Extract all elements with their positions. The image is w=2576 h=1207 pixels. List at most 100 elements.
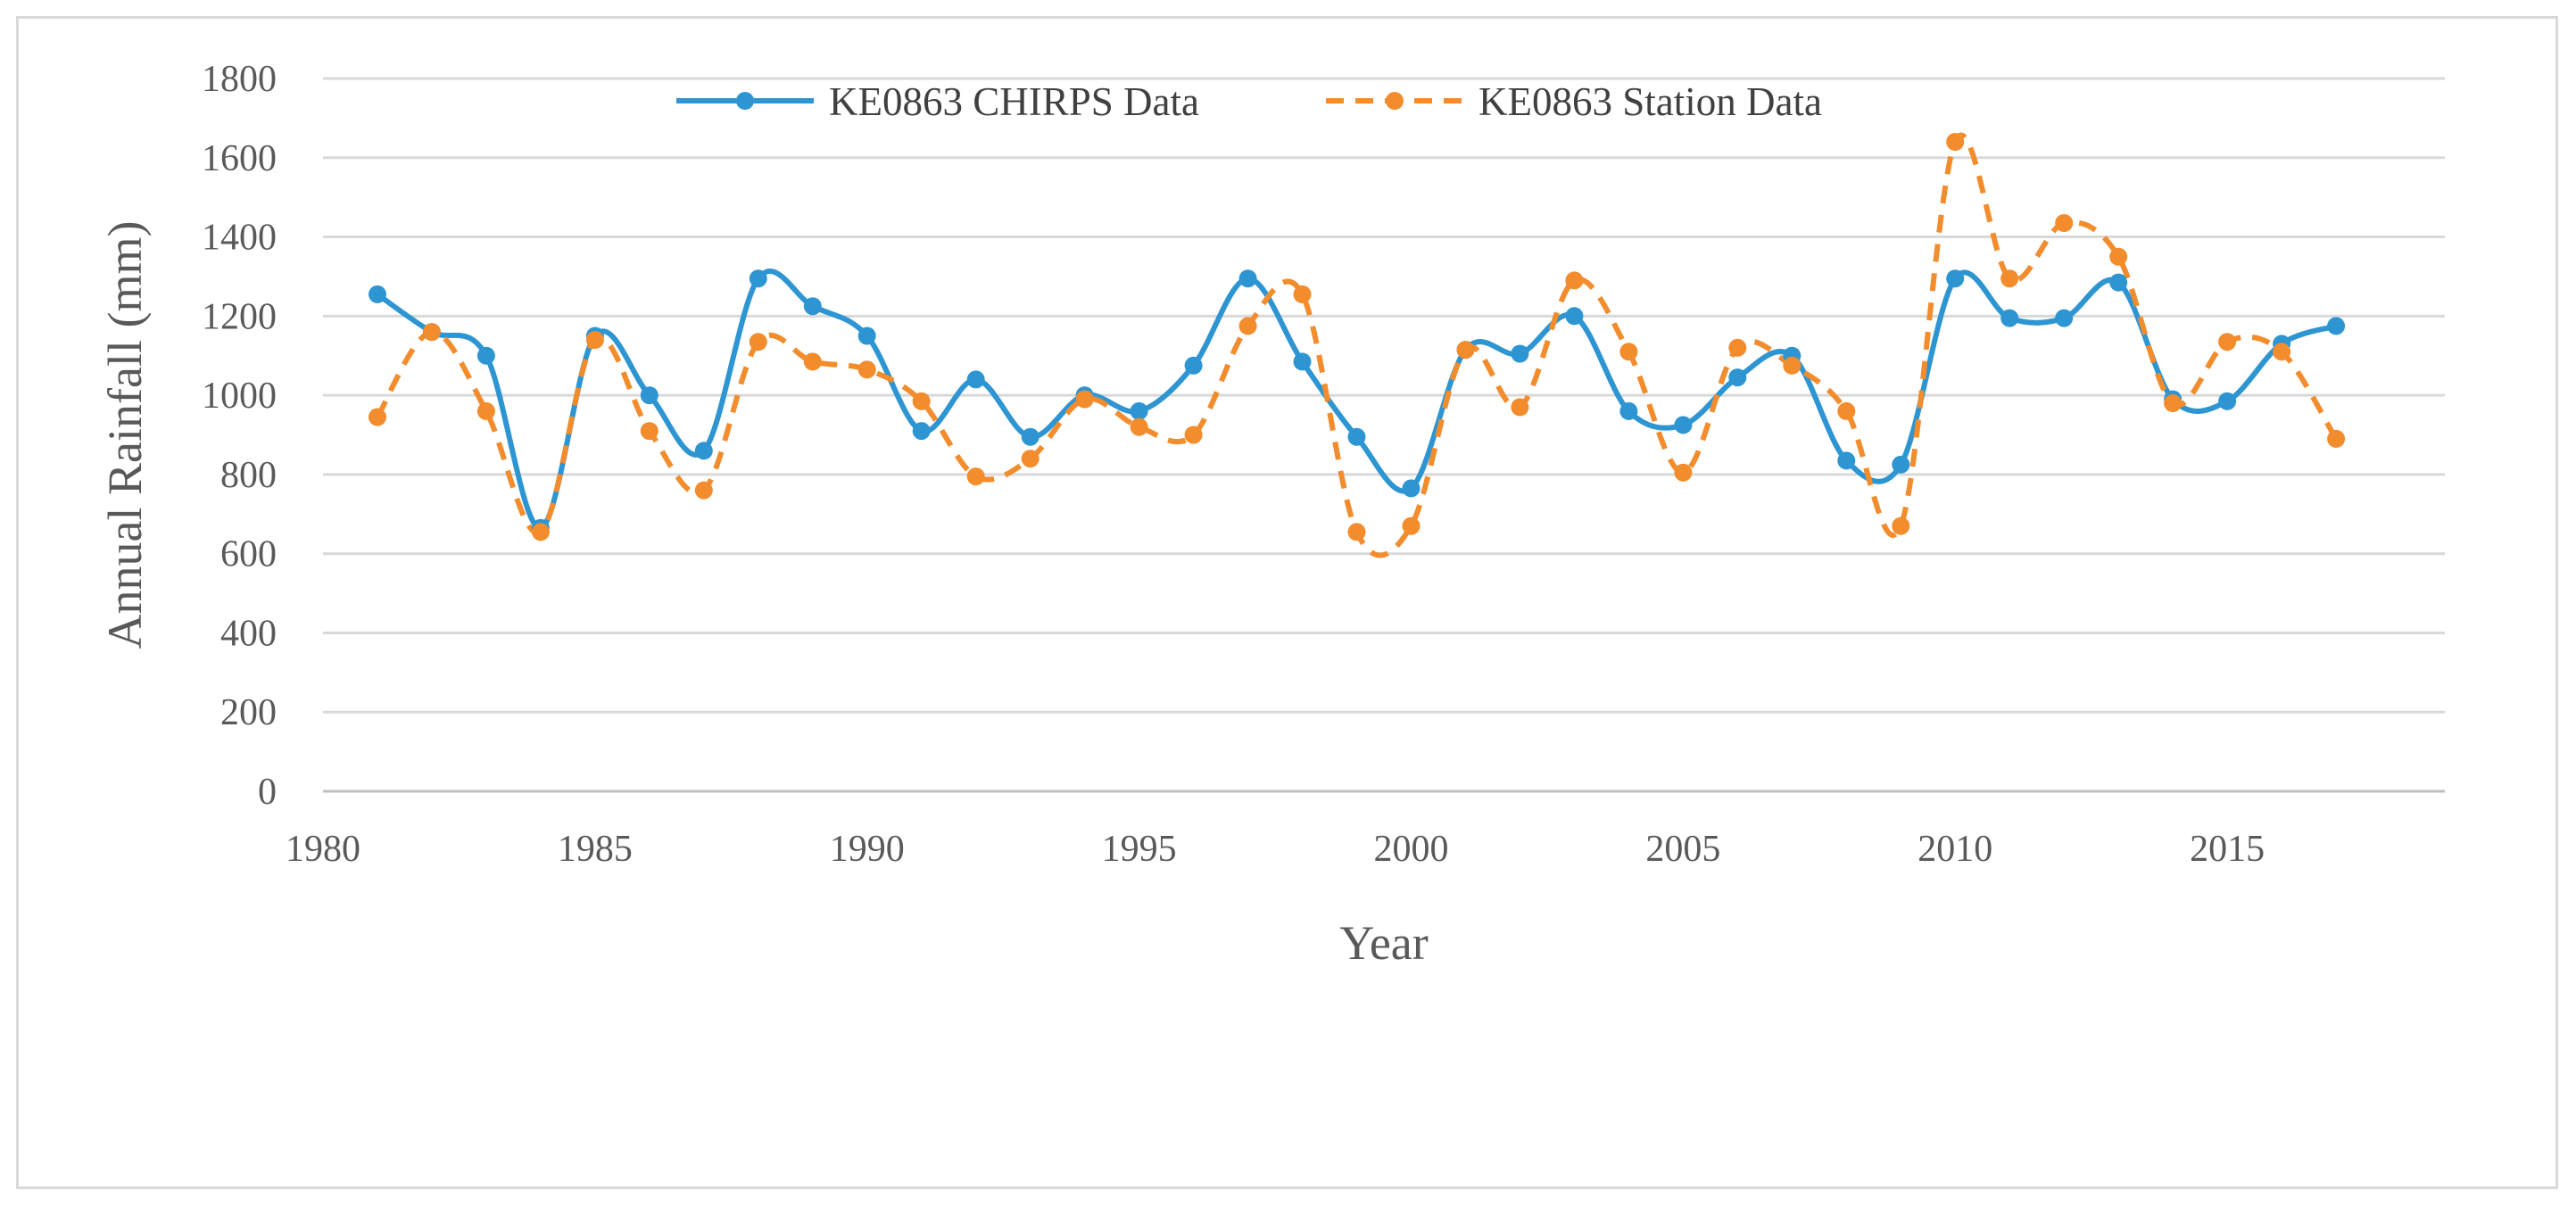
data-point-chirps-1986	[640, 386, 658, 405]
x-tick-label: 1995	[1102, 829, 1177, 870]
data-point-chirps-1987	[694, 442, 713, 460]
gridlines	[323, 77, 2445, 714]
x-axis-title: Year	[1339, 916, 1429, 970]
data-point-station-2009	[1892, 517, 1910, 535]
data-point-station-1994	[1075, 390, 1094, 409]
legend-label-chirps: KE0863 CHIRPS Data	[829, 79, 1199, 124]
data-point-chirps-2005	[1674, 416, 1693, 434]
data-point-chirps-1989	[803, 297, 822, 316]
series-markers	[369, 133, 2346, 541]
data-point-station-1991	[912, 392, 931, 410]
data-point-station-2003	[1565, 271, 1584, 290]
data-point-chirps-1995	[1130, 401, 1148, 420]
data-point-chirps-2003	[1565, 307, 1584, 326]
data-point-station-1986	[640, 422, 658, 441]
data-point-station-2012	[2055, 214, 2074, 232]
data-point-chirps-2013	[2109, 273, 2128, 292]
data-point-chirps-1999	[1347, 427, 1366, 446]
x-tick-label: 1990	[830, 829, 905, 870]
data-point-chirps-2015	[2218, 392, 2237, 410]
series-lines	[375, 132, 2340, 558]
data-point-station-2004	[1619, 343, 1638, 361]
data-point-station-2013	[2109, 247, 2128, 266]
data-point-chirps-1996	[1184, 356, 1203, 375]
data-point-station-2002	[1511, 398, 1529, 417]
data-point-chirps-1993	[1021, 427, 1040, 446]
y-tick-label: 800	[220, 455, 277, 496]
data-point-chirps-1997	[1238, 269, 1257, 288]
legend-label-station: KE0863 Station Data	[1479, 79, 1822, 124]
data-point-station-1995	[1130, 417, 1148, 436]
data-point-station-1982	[422, 323, 441, 342]
data-point-chirps-2017	[2327, 317, 2346, 335]
data-point-chirps-1998	[1293, 352, 1312, 371]
data-point-station-2005	[1674, 463, 1693, 482]
data-point-station-1987	[694, 481, 713, 500]
x-tick-label: 2000	[1373, 829, 1448, 870]
data-point-station-1989	[803, 352, 822, 371]
data-point-station-1985	[585, 331, 604, 349]
data-point-station-2014	[2164, 394, 2183, 412]
data-point-chirps-2009	[1892, 455, 1910, 474]
legend: KE0863 CHIRPS Data KE0863 Station Data	[676, 79, 1822, 124]
data-point-chirps-2012	[2055, 309, 2074, 327]
x-tick-label: 2015	[2190, 829, 2265, 870]
x-tick-label: 2005	[1645, 829, 1720, 870]
y-tick-label: 1800	[202, 59, 277, 100]
y-tick-label: 1200	[202, 296, 277, 337]
y-tick-label: 1000	[202, 376, 277, 417]
x-tick-label: 1985	[558, 829, 633, 870]
y-tick-label: 1400	[202, 218, 277, 259]
data-point-chirps-1992	[966, 370, 985, 389]
data-point-chirps-1991	[912, 422, 931, 441]
data-point-chirps-1981	[369, 285, 386, 303]
data-point-station-1996	[1184, 426, 1203, 444]
data-point-chirps-2002	[1511, 344, 1529, 363]
y-tick-label: 400	[220, 613, 277, 654]
y-axis-title: Annual Rainfall (mm)	[98, 221, 152, 649]
data-point-station-1993	[1021, 450, 1040, 468]
data-point-station-2015	[2218, 333, 2237, 351]
series-line-station	[375, 132, 2339, 558]
x-tick-label: 1980	[286, 829, 360, 870]
series-line-chirps	[375, 269, 2340, 531]
data-point-station-2001	[1456, 341, 1475, 360]
y-tick-label: 600	[220, 534, 277, 575]
data-point-station-1992	[966, 467, 985, 486]
y-tick-label: 200	[220, 692, 277, 733]
data-point-station-1990	[857, 360, 876, 379]
data-point-station-1981	[369, 408, 386, 426]
legend-marker-chirps	[736, 92, 754, 110]
data-point-chirps-2008	[1837, 451, 1856, 470]
chart-frame	[16, 16, 2558, 1189]
data-point-station-2006	[1728, 338, 1747, 357]
y-tick-label: 1600	[202, 138, 277, 179]
data-point-chirps-2011	[2000, 309, 2019, 327]
data-point-chirps-1983	[476, 346, 495, 365]
data-point-station-2008	[1837, 401, 1856, 420]
y-tick-label: 0	[258, 772, 277, 813]
data-point-station-1984	[531, 523, 550, 541]
data-point-station-1999	[1347, 523, 1366, 541]
data-point-station-1997	[1238, 317, 1257, 335]
data-point-chirps-2004	[1619, 401, 1638, 420]
data-point-chirps-2010	[1946, 269, 1965, 288]
data-point-station-2010	[1946, 133, 1965, 151]
data-point-chirps-2000	[1402, 479, 1421, 498]
y-tick-labels: 0 200 400 600 800 1000 1200 1400 1600 1800	[202, 59, 277, 813]
data-point-station-2017	[2327, 429, 2346, 448]
data-point-station-1998	[1293, 285, 1312, 303]
x-tick-labels: 1980 1985 1990 1995 2000 2005 2010 2015	[286, 829, 2265, 870]
x-tick-label: 2010	[1918, 829, 1992, 870]
data-point-station-1983	[476, 401, 495, 420]
data-point-station-2016	[2273, 343, 2291, 361]
data-point-chirps-1990	[857, 327, 876, 345]
data-point-station-2000	[1402, 517, 1421, 535]
data-point-station-2007	[1783, 356, 1802, 375]
data-point-chirps-1988	[749, 269, 767, 288]
data-point-chirps-2006	[1728, 368, 1747, 387]
data-point-station-1988	[749, 333, 767, 351]
legend-marker-station	[1386, 92, 1404, 110]
data-point-station-2011	[2000, 269, 2019, 288]
